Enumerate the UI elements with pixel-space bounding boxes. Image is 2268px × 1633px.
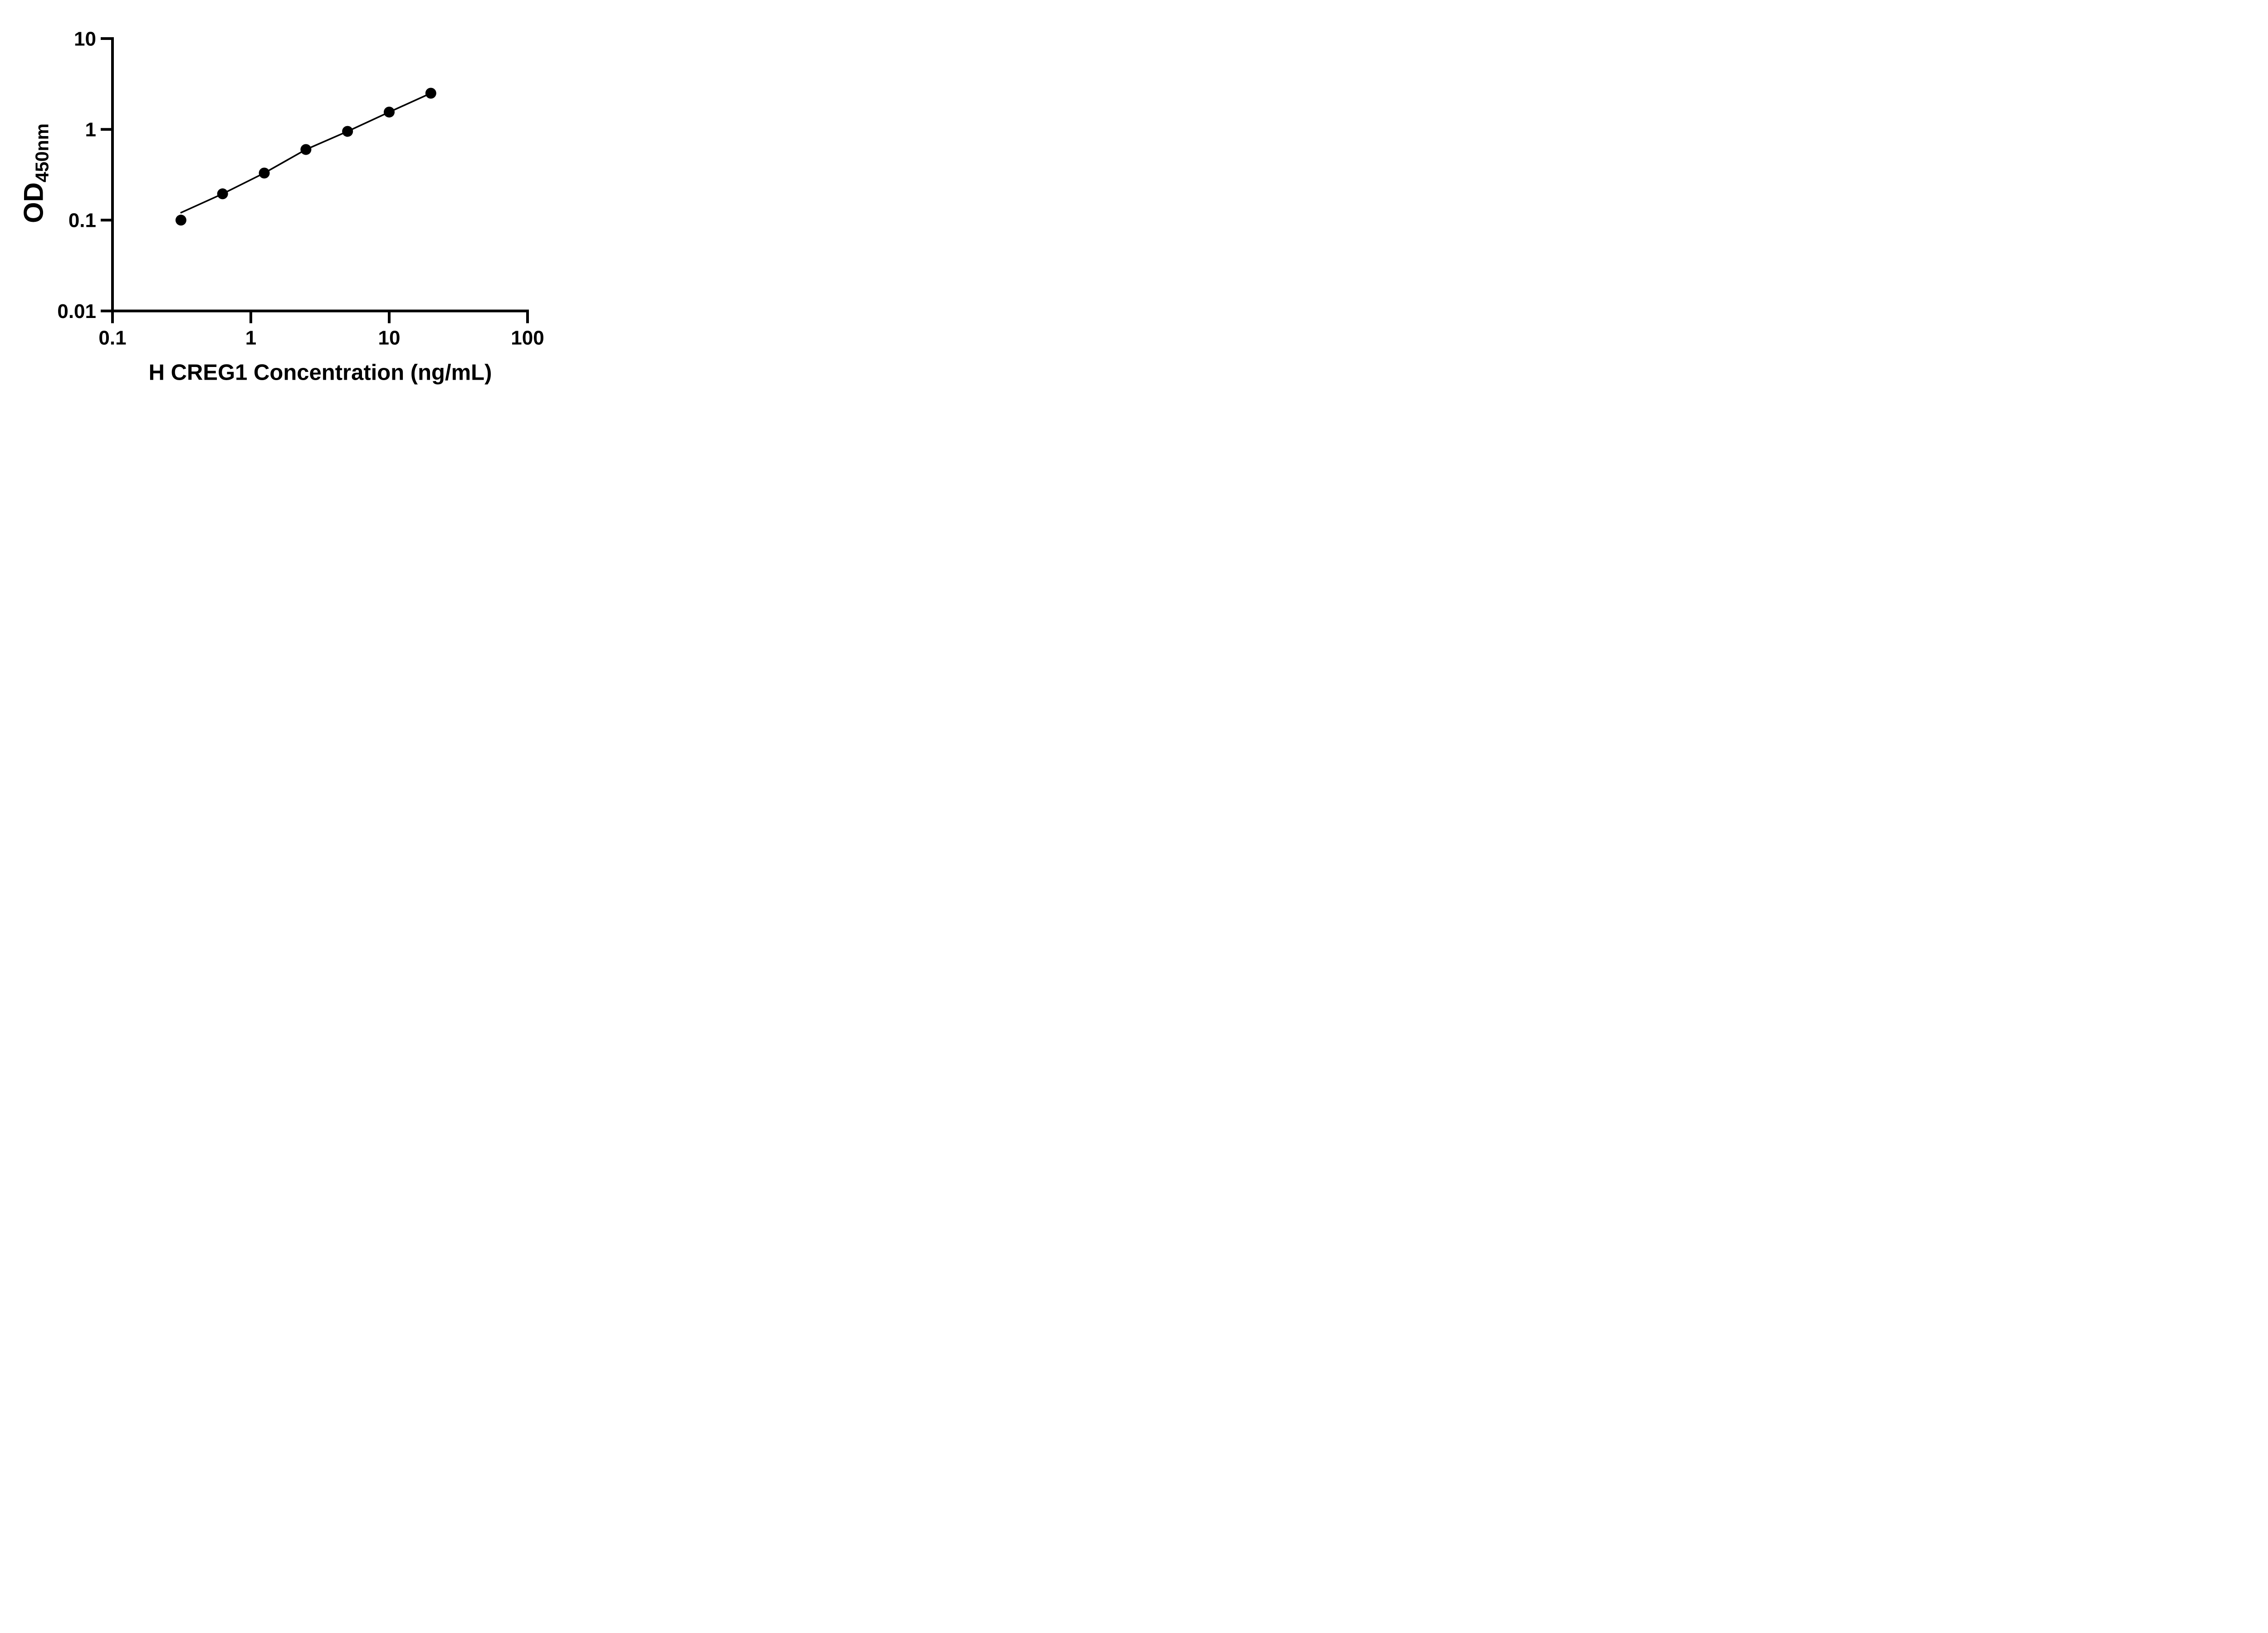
y-tick-label: 1 [85,119,96,141]
data-point-marker [217,188,228,200]
data-point-marker [175,215,186,226]
y-axis-title: OD450nm [18,123,53,223]
y-axis-title-main: OD [18,182,49,223]
x-axis-title: H CREG1 Concentration (ng/mL) [148,360,492,385]
x-tick-label: 0.1 [98,327,126,349]
x-tick-label: 1 [245,327,256,349]
data-point-marker [425,88,436,99]
x-tick-label: 10 [378,327,401,349]
data-point-marker [259,167,270,179]
elisa-standard-curve-figure: 10 1 0.1 0.01 0.1 1 10 100 OD450nm H CREG1 Conc… [0,0,583,408]
y-tick-label: 0.1 [68,210,96,232]
y-tick-label: 0.01 [57,300,96,323]
y-axis-title-subscript: 450nm [31,123,53,182]
data-point-marker [342,126,353,137]
x-tick-label: 100 [511,327,544,349]
data-point-marker [300,144,312,155]
data-point-marker [384,107,395,118]
y-tick-label: 10 [74,28,96,50]
